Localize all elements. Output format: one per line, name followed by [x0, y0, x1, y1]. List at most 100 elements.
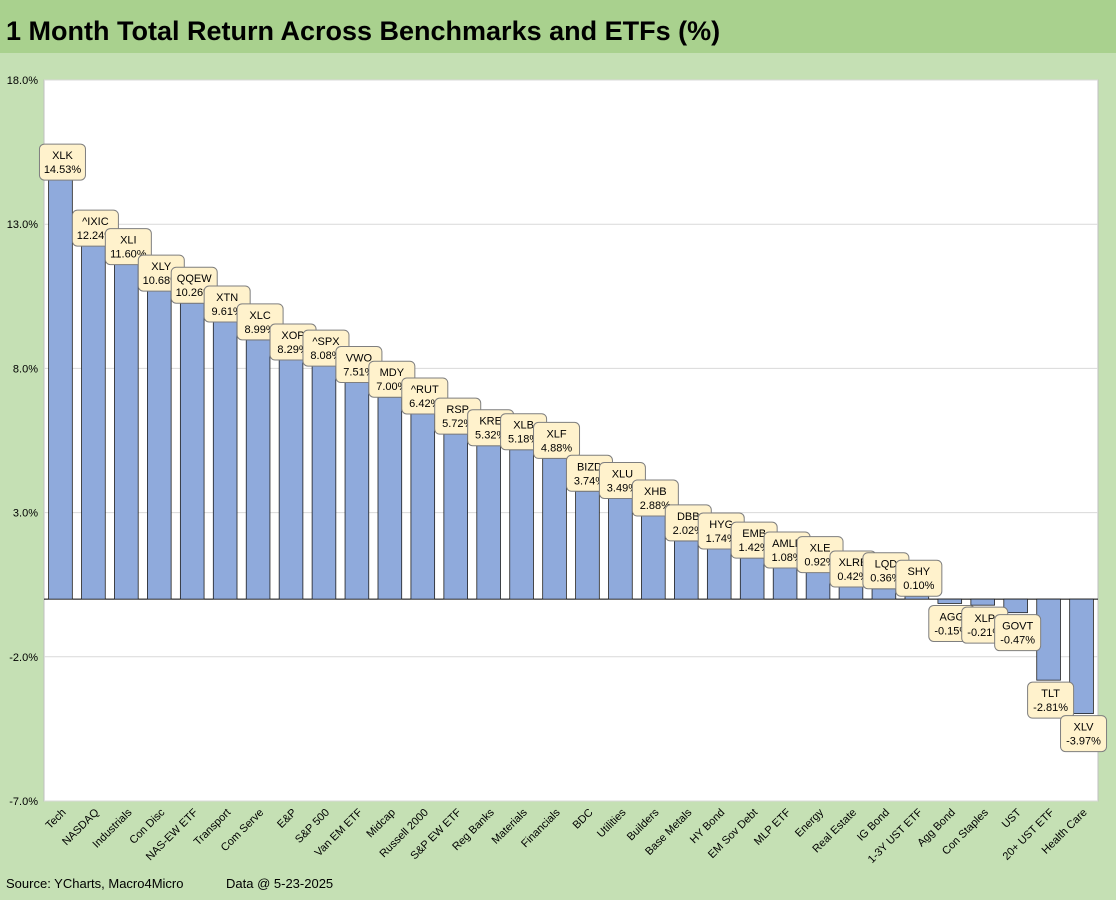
- x-tick-label: UST: [1000, 806, 1024, 830]
- data-label-ticker: ^IXIC: [82, 216, 109, 228]
- bar-xlc: [245, 339, 271, 600]
- data-label-value: 5.18%: [508, 434, 539, 446]
- data-label-ticker: XLE: [810, 543, 831, 555]
- bar-bizd: [575, 490, 600, 600]
- data-label-value: 14.53%: [44, 164, 82, 176]
- bar-xlb: [509, 449, 534, 600]
- x-tick-label: BDC: [571, 807, 596, 832]
- data-label-value: 1.42%: [739, 542, 770, 554]
- data-label-ticker: XLC: [249, 310, 270, 322]
- data-label-ticker: XLF: [546, 428, 566, 440]
- data-label-ticker: ^SPX: [312, 336, 340, 348]
- data-label-value: 7.00%: [376, 381, 407, 393]
- data-label-value: 0.36%: [870, 573, 901, 585]
- bar-xtn: [212, 321, 238, 600]
- data-label-value: 8.08%: [310, 350, 341, 362]
- data-label-value: 7.51%: [343, 367, 374, 379]
- data-label-ticker: TLT: [1041, 688, 1060, 700]
- data-label-ticker: ^RUT: [411, 384, 439, 396]
- data-label-value: 0.10%: [903, 580, 934, 592]
- data-label-value: 2.88%: [640, 500, 671, 512]
- data-label-value: 4.88%: [541, 442, 572, 454]
- data-label-value: 3.49%: [607, 482, 638, 494]
- bar-spx: [311, 365, 337, 600]
- y-tick-label: 18.0%: [7, 75, 38, 87]
- data-label-value: -0.21%: [967, 627, 1002, 639]
- data-label-ticker: XHB: [644, 486, 667, 498]
- x-tick-label: MLP ETF: [752, 806, 793, 847]
- bar-xle: [805, 572, 831, 600]
- data-label-ticker: RSP: [446, 404, 469, 416]
- data-label-value: 8.29%: [277, 344, 308, 356]
- data-label-value: 0.42%: [837, 571, 868, 583]
- bar-rsp: [443, 433, 468, 600]
- data-label-value: 5.72%: [442, 418, 473, 430]
- title-bar: 1 Month Total Return Across Benchmarks a…: [0, 0, 1116, 53]
- bar-xop: [278, 359, 304, 600]
- data-label-box: [1027, 681, 1075, 719]
- data-label-ticker: XLK: [52, 150, 73, 162]
- data-label-ticker: XLI: [120, 235, 137, 247]
- data-label-value: 0.92%: [804, 557, 835, 569]
- bar-xly: [147, 290, 172, 600]
- data-label-ticker: DBB: [677, 511, 700, 523]
- data-label-value: -3.97%: [1066, 736, 1101, 748]
- bar-amlp: [772, 567, 798, 600]
- bar-qqew: [179, 302, 205, 600]
- bar-agg: [937, 598, 963, 604]
- data-label-ticker: EMB: [742, 528, 766, 540]
- bar-xlv: [1069, 598, 1094, 715]
- bar-xlre: [838, 586, 864, 600]
- data-label-value: -0.47%: [1000, 635, 1035, 647]
- data-label-value: 3.74%: [574, 475, 605, 487]
- bar-vwo: [344, 382, 370, 600]
- data-label-value: 8.99%: [244, 324, 275, 336]
- data-label-ticker: XOP: [281, 330, 304, 342]
- data-label-ticker: XLB: [513, 420, 534, 432]
- y-tick-label: -2.0%: [9, 652, 38, 664]
- x-tick-label: Tech: [44, 807, 69, 832]
- data-label-ticker: XTN: [216, 292, 238, 304]
- data-label-ticker: GOVT: [1002, 621, 1033, 633]
- data-label-ticker: AGG: [940, 611, 964, 623]
- data-label-ticker: XLY: [151, 261, 172, 273]
- data-label-value: 1.08%: [771, 552, 802, 564]
- data-label-value: 5.32%: [475, 430, 506, 442]
- x-tick-label: Utilities: [595, 806, 629, 840]
- data-label-ticker: KRE: [479, 416, 502, 428]
- data-label-ticker: XLP: [974, 613, 995, 625]
- data-label-box: [38, 143, 86, 181]
- data-label-ticker: BIZD: [577, 461, 602, 473]
- bar-kre: [476, 445, 501, 600]
- data-label-value: 11.60%: [110, 249, 147, 261]
- y-tick-label: 8.0%: [13, 363, 38, 375]
- x-tick-label: E&P: [275, 807, 299, 831]
- bar-lqd: [871, 588, 897, 600]
- data-label-ticker: HYG: [709, 519, 733, 531]
- data-label-ticker: AMLP: [772, 538, 802, 550]
- data-label-value: -0.15%: [934, 625, 969, 637]
- bar-rut: [410, 413, 436, 600]
- data-label-box: [533, 421, 581, 459]
- data-label-ticker: QQEW: [177, 273, 212, 285]
- data-label-ticker: XLV: [1074, 722, 1095, 734]
- data-label-ticker: MDY: [380, 367, 405, 379]
- bar-xhb: [641, 515, 666, 600]
- bar-xlk: [48, 179, 73, 600]
- data-label-box: [104, 228, 152, 266]
- bar-chart: 18.0% 13.0% 8.0% 3.0% -2.0% -7.0% XLK 14.53% ^IX…: [7, 75, 1108, 866]
- data-label-value: 9.61%: [212, 306, 243, 318]
- y-tick-label: 13.0%: [7, 219, 38, 231]
- bar-emb: [739, 557, 765, 600]
- bar-dbb: [674, 540, 699, 600]
- bar-ixic: [81, 245, 106, 600]
- bar-xlp: [970, 598, 995, 606]
- data-label-value: 1.74%: [706, 533, 737, 545]
- data-label-box: [895, 559, 943, 597]
- source-note: Source: YCharts, Macro4Micro: [6, 876, 184, 891]
- y-tick-label: 3.0%: [13, 508, 38, 520]
- data-label-ticker: LQD: [875, 559, 898, 571]
- bar-mdy: [377, 396, 403, 600]
- data-label-value: 6.42%: [409, 398, 440, 410]
- bar-xlf: [542, 457, 567, 600]
